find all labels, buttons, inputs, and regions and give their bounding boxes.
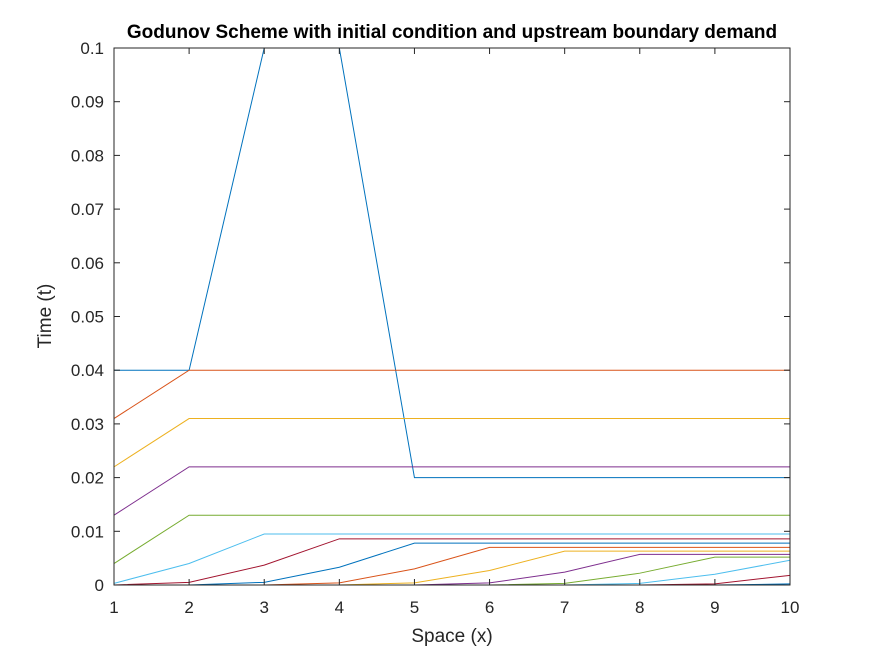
x-tick-label: 6 (485, 598, 494, 617)
y-tick-label: 0.09 (71, 93, 104, 112)
x-tick-label: 9 (710, 598, 719, 617)
series-line-8 (114, 542, 790, 586)
y-tick-label: 0.03 (71, 415, 104, 434)
series-line-7 (113, 538, 790, 586)
axes-layer: 1 2 3 4 5 6 7 8 9 10 0 0.01 0.02 0.03 0.04 0.05 0.06 0.07… (71, 39, 800, 617)
y-tick-label: 0.01 (71, 522, 104, 541)
y-tick-label: 0.08 (71, 146, 104, 165)
x-tick-label: 2 (184, 598, 193, 617)
y-tick-label: 0.1 (80, 39, 104, 58)
series-line-6 (113, 533, 790, 584)
y-tick-label: 0 (95, 576, 104, 595)
series-line-4 (113, 466, 790, 516)
x-tick-label: 10 (781, 598, 800, 617)
y-tick-label: 0.07 (71, 200, 104, 219)
y-tick-label: 0.06 (71, 254, 104, 273)
series-line-2 (113, 369, 790, 419)
y-tick-label: 0.02 (71, 469, 104, 488)
chart-title: Godunov Scheme with initial condition an… (127, 22, 777, 43)
x-tick-label: 7 (560, 598, 569, 617)
series-line-13 (114, 559, 791, 586)
series-layer (113, 47, 791, 586)
x-tick-label: 8 (635, 598, 644, 617)
series-line-1 (114, 47, 790, 479)
series-line-3 (113, 418, 790, 468)
series-line-11 (114, 553, 790, 586)
x-tick-label: 5 (410, 598, 419, 617)
series-line-10 (114, 550, 790, 586)
x-tick-label: 1 (109, 598, 118, 617)
y-axis-label: Time (t) (35, 284, 56, 349)
x-axis-label: Space (x) (411, 626, 492, 647)
plot-box (113, 47, 791, 586)
x-tick-label: 4 (335, 598, 344, 617)
y-tick-label: 0.04 (71, 361, 104, 380)
series-line-12 (114, 556, 790, 586)
x-tick-label: 3 (259, 598, 268, 617)
series-line-5 (113, 514, 790, 564)
y-tick-label: 0.05 (71, 308, 104, 327)
